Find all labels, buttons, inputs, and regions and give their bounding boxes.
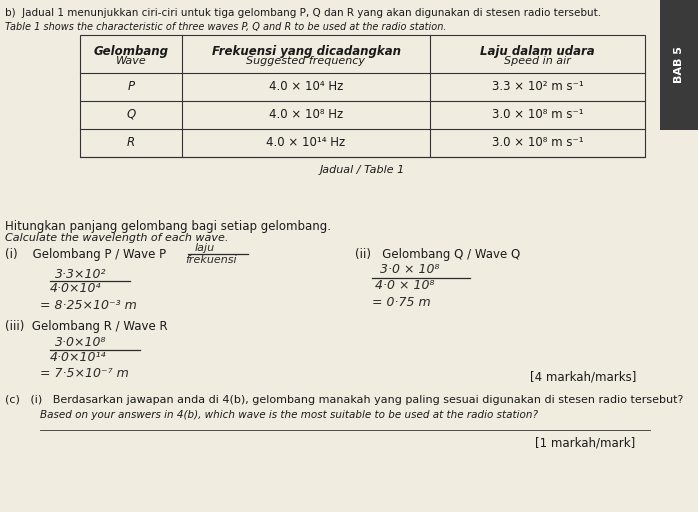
Text: 3.0 × 10⁸ m s⁻¹: 3.0 × 10⁸ m s⁻¹ [492,108,584,120]
Text: Suggested frequency: Suggested frequency [246,56,366,66]
Text: laju: laju [195,243,215,253]
Text: Calculate the wavelength of each wave.: Calculate the wavelength of each wave. [5,233,228,243]
Text: 3.0 × 10⁸ m s⁻¹: 3.0 × 10⁸ m s⁻¹ [492,136,584,148]
Text: 4.0 × 10¹⁴ Hz: 4.0 × 10¹⁴ Hz [267,136,346,148]
Text: 4.0 × 10⁸ Hz: 4.0 × 10⁸ Hz [269,108,343,120]
Text: Jadual / Table 1: Jadual / Table 1 [320,165,405,175]
Text: Based on your answers in 4(b), which wave is the most suitable to be used at the: Based on your answers in 4(b), which wav… [40,410,538,420]
Text: 4·0×10¹⁴: 4·0×10¹⁴ [50,351,107,364]
Text: Frekuensi yang dicadangkan: Frekuensi yang dicadangkan [211,45,401,58]
Text: = 7·5×10⁻⁷ m: = 7·5×10⁻⁷ m [40,367,128,380]
Text: = 8·25×10⁻³ m: = 8·25×10⁻³ m [40,299,137,312]
Text: Speed in air: Speed in air [504,56,571,66]
Text: 3·0×10⁸: 3·0×10⁸ [55,336,107,349]
Text: R: R [127,136,135,148]
Text: Q: Q [126,108,135,120]
Text: 4·0 × 10⁸: 4·0 × 10⁸ [375,279,434,292]
Text: (iii)  Gelombang R / Wave R: (iii) Gelombang R / Wave R [5,320,168,333]
Text: = 0·75 m: = 0·75 m [372,296,431,309]
Text: P: P [127,79,135,93]
Text: b)  Jadual 1 menunjukkan ciri-ciri untuk tiga gelombang P, Q dan R yang akan dig: b) Jadual 1 menunjukkan ciri-ciri untuk … [5,8,601,18]
Text: 3·3×10²: 3·3×10² [55,268,107,281]
Text: BAB 5: BAB 5 [674,47,684,83]
Text: 4.0 × 10⁴ Hz: 4.0 × 10⁴ Hz [269,79,343,93]
Bar [80,35,645,157]
Text: frekuensi: frekuensi [185,255,237,265]
Text: Table 1 shows the characteristic of three waves P, Q and R to be used at the rad: Table 1 shows the characteristic of thre… [5,22,447,32]
Bar [660,0,698,130]
Text: 3.3 × 10² m s⁻¹: 3.3 × 10² m s⁻¹ [492,79,584,93]
Text: Laju dalam udara: Laju dalam udara [480,45,595,58]
Text: 4·0×10⁴: 4·0×10⁴ [50,282,101,295]
Text: Gelombang: Gelombang [94,45,168,58]
Text: Hitungkan panjang gelombang bagi setiap gelombang.: Hitungkan panjang gelombang bagi setiap … [5,220,331,233]
Text: (c)   (i)   Berdasarkan jawapan anda di 4(b), gelombang manakah yang paling sesu: (c) (i) Berdasarkan jawapan anda di 4(b)… [5,395,683,405]
Text: Wave: Wave [115,56,146,66]
Text: (ii)   Gelombang Q / Wave Q: (ii) Gelombang Q / Wave Q [355,248,520,261]
Text: [4 markah/marks]: [4 markah/marks] [530,370,637,383]
Text: (i)    Gelombang P / Wave P: (i) Gelombang P / Wave P [5,248,166,261]
Text: 3·0 × 10⁸: 3·0 × 10⁸ [380,263,440,276]
Text: [1 markah/mark]: [1 markah/mark] [535,437,635,450]
